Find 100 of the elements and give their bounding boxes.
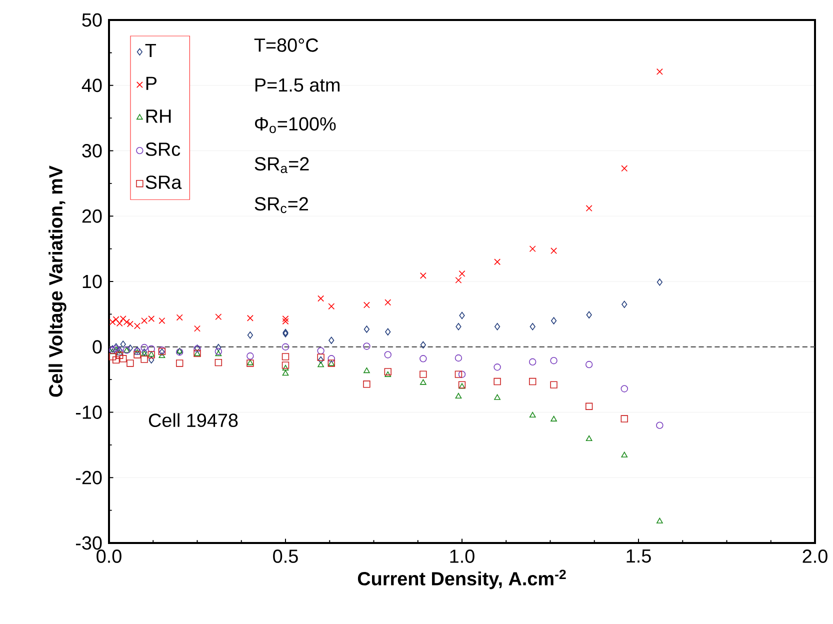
- point: [246, 314, 254, 322]
- y-tick-label: -10: [76, 406, 102, 419]
- point: [454, 370, 462, 378]
- point: [529, 246, 536, 252]
- y-tick-label: 20: [82, 209, 102, 223]
- point: [384, 299, 392, 306]
- point: [364, 367, 370, 374]
- point: [158, 318, 166, 324]
- point: [282, 370, 289, 376]
- x-tick-label: 2.0: [802, 550, 828, 563]
- y-tick-label: 10: [82, 274, 102, 288]
- point: [363, 380, 370, 388]
- point: [215, 314, 222, 320]
- annotation: SR$_{c}$=2: [254, 197, 308, 214]
- y-tick-label: 40: [82, 78, 102, 92]
- point: [158, 352, 166, 358]
- point: [140, 356, 148, 363]
- point: [247, 332, 253, 339]
- point: [656, 422, 664, 429]
- y-tick-label: -30: [76, 536, 102, 550]
- point: [586, 435, 592, 442]
- y-tick-label: 0: [92, 340, 102, 354]
- x-tick-label: 0.0: [96, 550, 122, 563]
- legend-label: SRc: [146, 142, 180, 156]
- point: [148, 345, 155, 352]
- point: [363, 302, 370, 308]
- point: [454, 354, 462, 362]
- point: [621, 452, 628, 458]
- point: [120, 355, 127, 362]
- point: [385, 328, 391, 336]
- point: [550, 381, 558, 388]
- point: [656, 278, 662, 286]
- point: [282, 364, 289, 370]
- point: [328, 303, 335, 310]
- legend-label: P: [146, 76, 156, 90]
- point: [384, 371, 392, 377]
- point: [318, 362, 324, 368]
- annotation: SR$_{a}$=2: [254, 157, 309, 174]
- point: [550, 248, 558, 254]
- point: [420, 379, 426, 385]
- point: [620, 415, 628, 422]
- point: [384, 368, 392, 376]
- point: [282, 353, 290, 360]
- point: [586, 311, 592, 318]
- point: [529, 378, 536, 386]
- point: [455, 392, 462, 399]
- point: [586, 205, 592, 212]
- point: [529, 412, 536, 418]
- point: [420, 370, 427, 378]
- point: [530, 323, 536, 330]
- x-tick-label: 1.0: [450, 550, 474, 563]
- point: [656, 68, 663, 75]
- point: [214, 358, 222, 366]
- point: [550, 416, 557, 422]
- point: [656, 518, 663, 524]
- point: [282, 343, 290, 350]
- point: [620, 385, 628, 392]
- point: [318, 356, 324, 364]
- point: [455, 276, 462, 284]
- legend-label: RH: [146, 110, 171, 123]
- point: [529, 358, 536, 366]
- annotation: Cell 19478: [148, 413, 238, 428]
- point: [364, 326, 370, 333]
- point: [458, 370, 466, 378]
- point: [585, 360, 593, 368]
- point: [148, 356, 154, 364]
- x-tick-label: 1.5: [626, 550, 651, 563]
- point: [585, 402, 593, 410]
- point: [494, 258, 501, 266]
- point: [328, 355, 335, 362]
- point: [458, 270, 466, 277]
- annotation: T=80°C: [254, 38, 318, 52]
- point: [622, 300, 628, 308]
- point: [494, 364, 501, 371]
- point: [282, 316, 289, 322]
- legend-label: SRa: [146, 176, 182, 189]
- point: [246, 352, 254, 360]
- point: [108, 353, 116, 360]
- point: [420, 272, 426, 279]
- annotation: P=1.5 atm: [255, 78, 340, 92]
- y-tick-label: 50: [82, 13, 102, 27]
- point: [317, 354, 324, 361]
- point: [420, 341, 426, 349]
- point: [456, 323, 462, 330]
- y-axis-title: Cell Voltage Variation, mV: [48, 166, 66, 397]
- point: [215, 350, 222, 356]
- point: [494, 394, 500, 400]
- point: [120, 340, 126, 348]
- point: [494, 378, 501, 386]
- annotation: Φ$_{o}$=100%: [255, 117, 336, 134]
- y-tick-label: 30: [82, 144, 102, 158]
- point: [116, 352, 124, 359]
- point: [318, 295, 324, 302]
- point: [420, 355, 427, 362]
- point: [176, 314, 183, 321]
- point: [194, 325, 200, 332]
- point: [134, 351, 141, 358]
- point: [214, 348, 222, 356]
- point: [127, 344, 133, 352]
- y-tick-label: -20: [76, 470, 102, 484]
